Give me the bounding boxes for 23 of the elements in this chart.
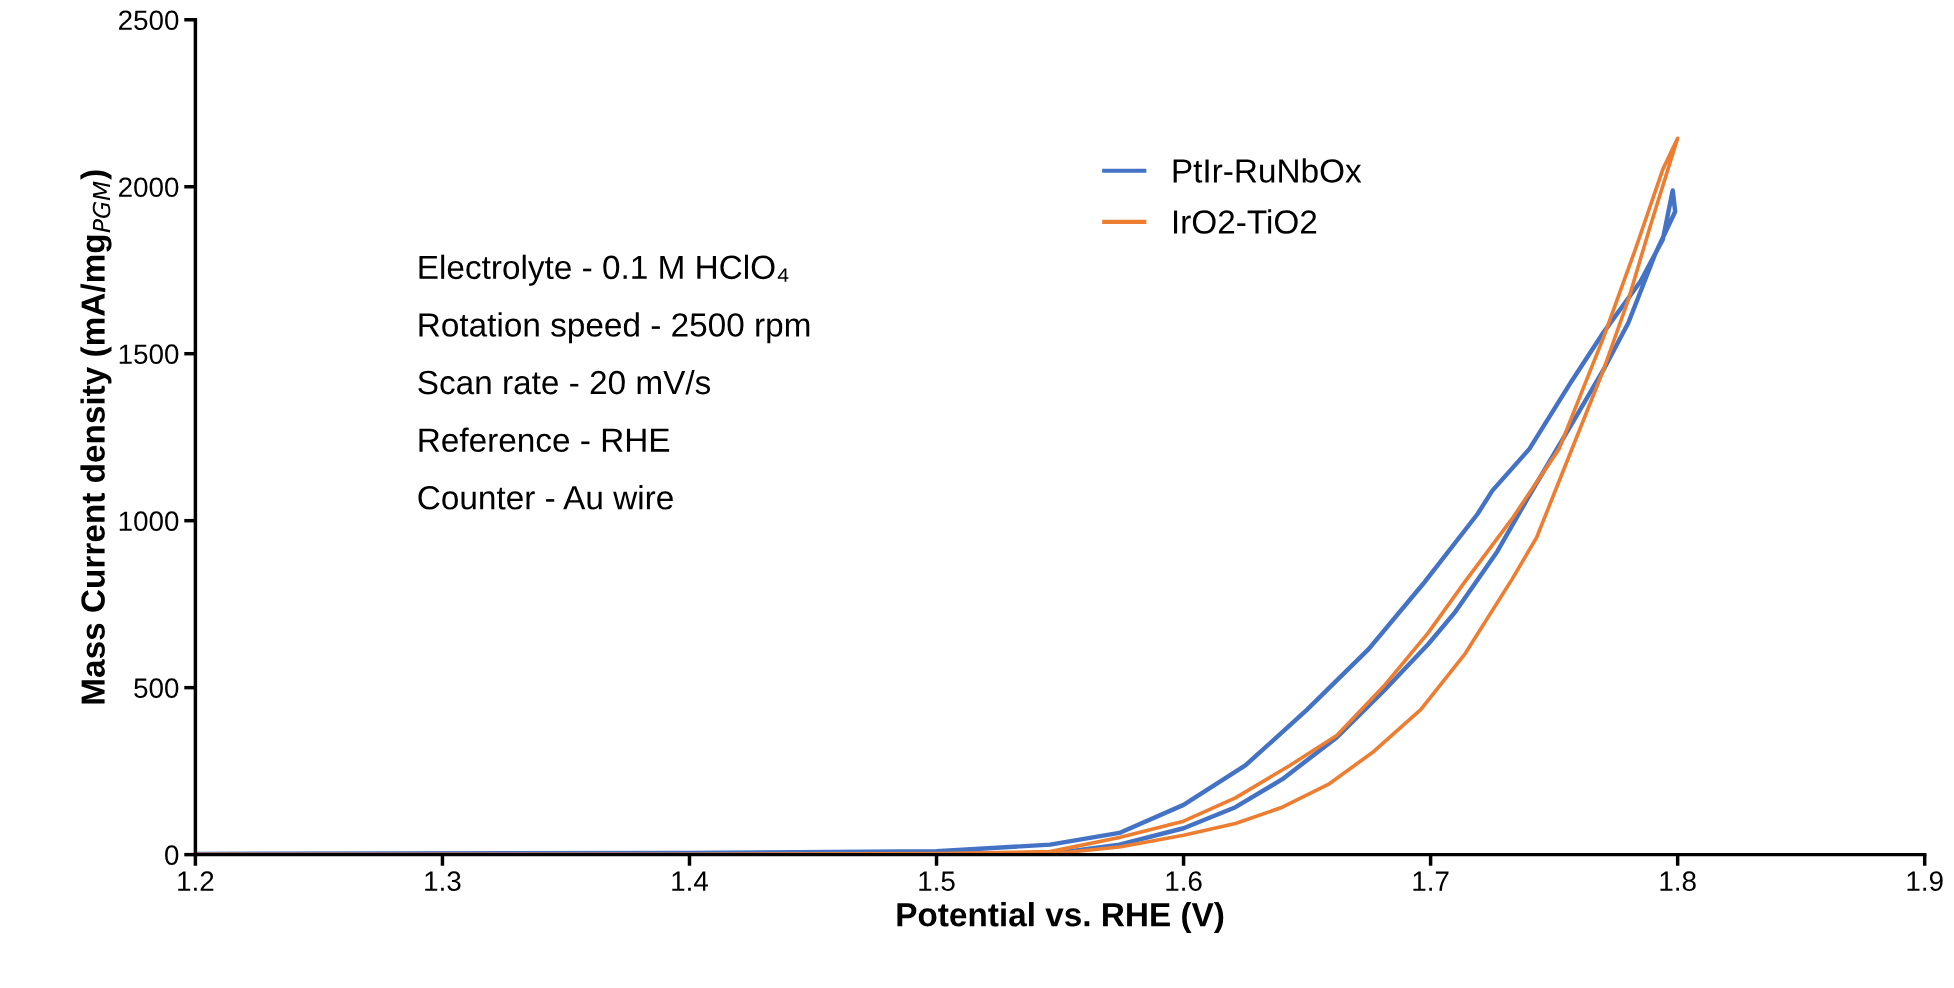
x-tick-label: 1.9 <box>1907 871 1943 891</box>
x-tick-label: 1.5 <box>919 871 955 891</box>
x-tick-label: 1.8 <box>1660 871 1696 891</box>
annotation: Electrolyte - 0.1 M HClO₄ <box>419 254 789 286</box>
annotation: Scan rate - 20 mV/s <box>418 369 711 395</box>
annotation: Rotation speed - 2500 rpm <box>419 312 810 344</box>
x-axis-title: Potential vs. RHE (V) <box>897 902 1224 934</box>
y-axis-title: Mass Current density (mA/mg$_{PGM}$) <box>80 170 112 704</box>
x-tick-label: 1.7 <box>1413 871 1449 891</box>
y-tick-label: 0 <box>165 845 179 865</box>
x-tick-label: 1.2 <box>178 871 214 891</box>
x-tick-label: 1.3 <box>425 871 461 891</box>
y-tick-label: 2000 <box>119 177 179 198</box>
y-tick-label: 2500 <box>119 10 179 31</box>
y-tick-label: 500 <box>134 678 179 698</box>
x-tick-label: 1.4 <box>672 871 708 891</box>
legend-label: IrO2-TiO2 <box>1174 209 1317 234</box>
x-tick-label: 1.6 <box>1166 871 1202 891</box>
y-tick-label: 1000 <box>119 511 179 532</box>
annotation: Counter - Au wire <box>418 485 673 510</box>
y-tick-label: 1500 <box>119 344 179 365</box>
legend-label: PtIr-RuNbOx <box>1173 158 1362 183</box>
annotation: Reference - RHE <box>419 427 670 452</box>
